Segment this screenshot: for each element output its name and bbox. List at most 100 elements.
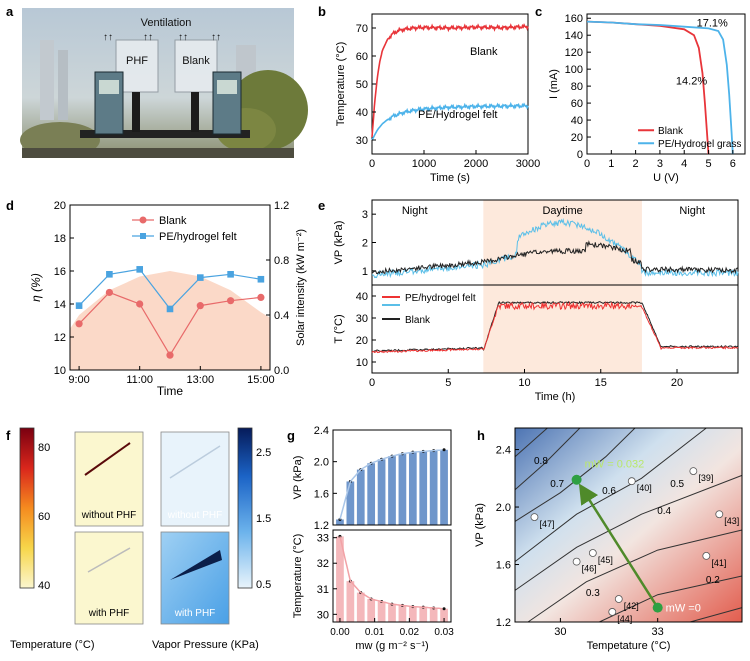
svg-text:↑↑: ↑↑ xyxy=(103,32,113,43)
legend-label: PE/Hydrogel grass xyxy=(658,139,741,150)
y-tick-label: 1.2 xyxy=(496,617,511,629)
literature-point xyxy=(530,513,539,521)
literature-point xyxy=(715,510,724,519)
data-point-blank xyxy=(105,288,113,297)
x-tick-label: 2000 xyxy=(464,158,488,170)
y-tick-label: 20 xyxy=(54,200,66,212)
literature-point xyxy=(588,549,597,557)
contour-label: 0.5 xyxy=(670,479,684,490)
bar-vp xyxy=(398,453,407,525)
data-point-pe xyxy=(136,266,143,273)
temp-tick-label: 80 xyxy=(38,442,50,454)
region-label-night: Night xyxy=(402,205,428,217)
y-tick-label: 2.4 xyxy=(314,425,329,437)
y-tick-label: 160 xyxy=(565,13,583,25)
data-point-blank xyxy=(166,351,174,359)
bar-temperature xyxy=(429,607,438,622)
literature-point-label: [46] xyxy=(582,564,597,574)
literature-point xyxy=(614,595,623,603)
x-axis-label: mw (g m⁻² s⁻¹) xyxy=(355,640,428,652)
x-tick-label: 3 xyxy=(657,158,663,170)
data-point-pe xyxy=(166,305,174,313)
contour-label: 0.4 xyxy=(657,506,671,517)
panel-label-g: g xyxy=(287,428,295,443)
y-tick-label: 0.8 xyxy=(274,255,289,267)
panel-label-b: b xyxy=(318,4,326,19)
annotation-label: 14.2% xyxy=(676,75,707,87)
x-tick-label: 4 xyxy=(681,158,687,170)
y-axis-label: η (%) xyxy=(29,273,43,302)
series-label-pe: PE/Hydrogel felt xyxy=(418,109,497,121)
data-point-blank xyxy=(257,293,265,301)
y-tick-label: 14 xyxy=(54,299,66,311)
plot-frame xyxy=(332,529,452,623)
y-tick-label: 1.2 xyxy=(314,520,329,532)
bar-vp xyxy=(419,451,428,525)
y-tick-label: 20 xyxy=(356,335,368,347)
y-tick-label: 60 xyxy=(571,98,583,110)
data-point-pe xyxy=(75,302,83,309)
legend-label: Blank xyxy=(405,315,431,326)
contour-line xyxy=(514,427,636,522)
literature-point xyxy=(572,557,581,566)
bar-temperature xyxy=(346,581,355,622)
daytime-shade xyxy=(483,200,642,373)
y-axis-label: I (mA) xyxy=(548,69,560,99)
plot-frame xyxy=(69,204,271,371)
y-tick-label: 30 xyxy=(317,609,329,621)
literature-point-label: [45] xyxy=(598,555,613,565)
plot-frame xyxy=(586,13,746,155)
contour-line xyxy=(514,427,707,562)
y-tick-label: 1.6 xyxy=(496,560,511,572)
bar-temperature xyxy=(440,608,448,622)
y-tick-label: 100 xyxy=(565,64,583,76)
y-tick-label: 10 xyxy=(54,365,66,377)
x-tick-label: 3000 xyxy=(516,158,540,170)
y-tick-label: 10 xyxy=(356,357,368,369)
y-tick-label: 20 xyxy=(571,132,583,144)
literature-point-label: [39] xyxy=(698,473,713,483)
x-tick-label: 20 xyxy=(671,377,683,389)
bar-temperature xyxy=(419,607,428,622)
vapor-pressure-colorbar xyxy=(237,427,253,589)
bar-vp xyxy=(440,449,448,525)
photo-title: Ventilation xyxy=(141,17,192,29)
plot-frame xyxy=(371,284,739,374)
vapor-caption: Vapor Pressure (KPa) xyxy=(152,639,259,651)
x-tick-label: 2 xyxy=(633,158,639,170)
series-line-pe-hydrogel-felt xyxy=(371,101,529,141)
data-point-blank xyxy=(136,300,144,308)
bar-vp xyxy=(346,481,355,525)
temperature-caption: Temperature (°C) xyxy=(10,639,94,651)
photo-label-blank: Blank xyxy=(182,55,210,67)
x-tick-label: 33 xyxy=(652,626,664,638)
y-tick-label: 30 xyxy=(356,313,368,325)
contour-line xyxy=(514,427,548,458)
plot-frame xyxy=(332,429,452,526)
x-tick-label: 0 xyxy=(369,377,375,389)
chart-b-temperature-time: 0 1000 2000 3000 30 40 50 60 70 Time (s) Temperatu… xyxy=(335,13,540,184)
x-tick-label: 13:00 xyxy=(187,374,215,386)
y-tick-label: 50 xyxy=(356,79,368,91)
legend-label: PE/hydrogel felt xyxy=(405,293,476,304)
y-tick-label: 1.2 xyxy=(274,200,289,212)
series-line-blank xyxy=(586,20,710,155)
data-point xyxy=(442,607,446,611)
photo-label-phf: PHF xyxy=(126,55,148,67)
y-tick-label: 80 xyxy=(571,81,583,93)
x-tick-label: 1000 xyxy=(412,158,436,170)
data-point-pe xyxy=(227,271,234,278)
literature-point-label: [44] xyxy=(617,614,632,624)
region-label-night: Night xyxy=(679,205,705,217)
x-axis-label: U (V) xyxy=(653,172,679,184)
end-point xyxy=(571,474,582,485)
x-tick-label: 10 xyxy=(518,377,530,389)
y-tick-label: 3 xyxy=(362,209,368,221)
ventilation-arrow-icons: ↑↑ ↑↑ ↑↑ ↑↑ xyxy=(103,32,221,43)
temp-tick-label: 60 xyxy=(38,511,50,523)
series-line-blank xyxy=(371,23,529,138)
panel-label-e: e xyxy=(318,198,325,213)
legend-label: Blank xyxy=(658,126,684,137)
panel-label-a: a xyxy=(6,4,14,19)
